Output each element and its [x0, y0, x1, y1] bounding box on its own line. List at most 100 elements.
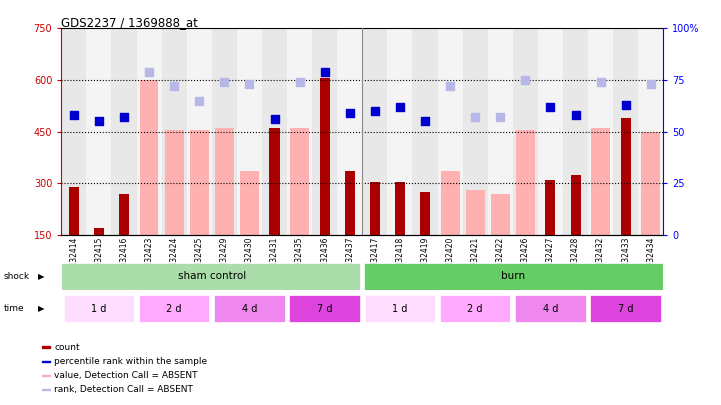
Point [620, 102, 632, 108]
Point [520, 77, 531, 83]
Point [118, 114, 130, 120]
Bar [642, 132, 660, 235]
Bar [214, 295, 285, 322]
Bar [487, 28, 513, 235]
Text: time: time [4, 304, 25, 313]
Bar [570, 175, 580, 235]
Point [294, 79, 306, 85]
Point [93, 118, 105, 125]
Bar [441, 171, 459, 235]
Bar [187, 28, 212, 235]
Text: 2 d: 2 d [467, 304, 483, 314]
Bar [68, 187, 79, 235]
Text: 7 d: 7 d [317, 304, 332, 314]
Point [495, 114, 506, 120]
Point [344, 110, 355, 116]
Bar [162, 28, 187, 235]
Bar [513, 28, 538, 235]
Point [193, 97, 205, 104]
Bar [119, 194, 129, 235]
Bar [463, 28, 487, 235]
Bar [545, 180, 555, 235]
Text: ▶: ▶ [37, 304, 44, 313]
Bar [63, 295, 134, 322]
Bar [420, 192, 430, 235]
Bar [621, 118, 631, 235]
Text: rank, Detection Call = ABSENT: rank, Detection Call = ABSENT [54, 385, 193, 394]
Point [369, 108, 381, 114]
Bar [140, 80, 159, 235]
Text: ▶: ▶ [37, 272, 44, 281]
Point [595, 79, 606, 85]
Bar [638, 28, 663, 235]
Bar [165, 130, 184, 235]
Text: 4 d: 4 d [543, 304, 558, 314]
Bar [237, 28, 262, 235]
Point [544, 104, 556, 110]
Bar [319, 78, 329, 235]
Text: burn: burn [501, 271, 525, 281]
Bar [491, 194, 510, 235]
Text: sham control: sham control [177, 271, 246, 281]
Bar [287, 28, 312, 235]
Bar [290, 128, 309, 235]
Point [143, 68, 155, 75]
Bar [289, 295, 360, 322]
Bar [190, 130, 208, 235]
Text: count: count [54, 343, 80, 352]
Point [319, 68, 330, 75]
Bar [440, 295, 510, 322]
Bar [538, 28, 563, 235]
Bar [466, 190, 485, 235]
Bar [112, 28, 136, 235]
Point [394, 104, 406, 110]
Bar [212, 28, 237, 235]
Bar [312, 28, 337, 235]
Bar [87, 28, 112, 235]
Bar [215, 128, 234, 235]
Point [269, 116, 280, 122]
Bar [61, 28, 87, 235]
Bar [387, 28, 412, 235]
Bar [365, 295, 435, 322]
Bar [42, 375, 50, 376]
Bar [395, 181, 405, 235]
Bar [591, 128, 610, 235]
Point [244, 81, 255, 87]
Point [469, 114, 481, 120]
Bar [42, 389, 50, 390]
Bar [412, 28, 438, 235]
Bar [516, 295, 585, 322]
Text: 1 d: 1 d [92, 304, 107, 314]
Point [218, 79, 230, 85]
Text: value, Detection Call = ABSENT: value, Detection Call = ABSENT [54, 371, 198, 380]
Bar [364, 263, 663, 290]
Bar [240, 171, 259, 235]
Bar [61, 263, 360, 290]
Point [444, 83, 456, 90]
Point [419, 118, 430, 125]
Bar [370, 181, 380, 235]
Bar [139, 295, 209, 322]
Bar [588, 28, 613, 235]
Point [169, 83, 180, 90]
Bar [337, 28, 363, 235]
Text: 4 d: 4 d [242, 304, 257, 314]
Point [68, 112, 79, 118]
Bar [516, 130, 535, 235]
Text: 2 d: 2 d [167, 304, 182, 314]
Text: 1 d: 1 d [392, 304, 407, 314]
Bar [42, 361, 50, 362]
Text: shock: shock [4, 272, 30, 281]
Bar [363, 28, 387, 235]
Point [645, 81, 657, 87]
Text: 7 d: 7 d [618, 304, 634, 314]
Text: GDS2237 / 1369888_at: GDS2237 / 1369888_at [61, 16, 198, 29]
Bar [262, 28, 287, 235]
Bar [613, 28, 638, 235]
Bar [345, 171, 355, 235]
Bar [270, 128, 280, 235]
Bar [94, 228, 104, 235]
Bar [563, 28, 588, 235]
Bar [136, 28, 162, 235]
